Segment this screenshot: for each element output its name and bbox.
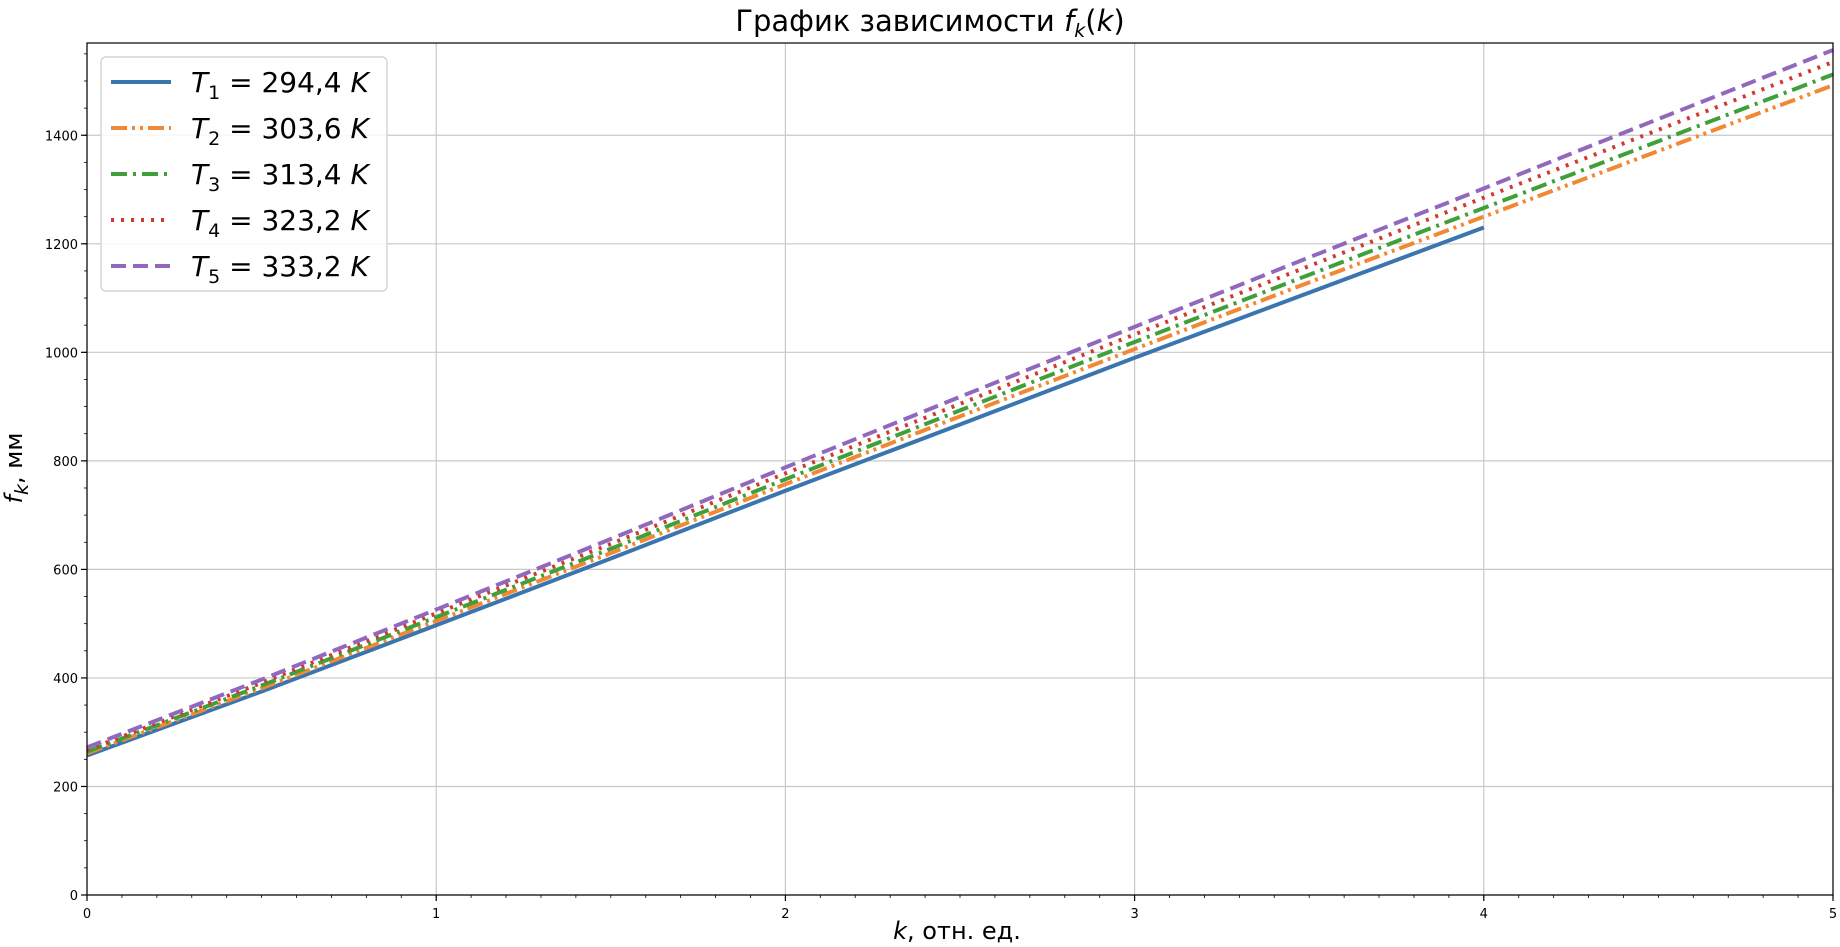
y-tick-label: 800 [53,455,78,470]
x-axis-title: k, отн. ед. [893,917,1021,945]
chart-title-close-paren: ) [1113,4,1124,38]
legend-label-t1: T1 = 294,4 K [191,66,372,104]
series-line-t5 [86,48,1834,750]
x-tick-label: 4 [1480,907,1488,922]
legend-label-t2: T2 = 303,6 K [191,112,372,150]
legend-label-symbol: T [191,250,210,283]
legend: T1 = 294,4 KT2 = 303,6 KT3 = 313,4 KT4 =… [100,56,388,292]
legend-label-subscript: 2 [208,128,220,150]
plot-frame [86,42,1834,896]
x-axis-title-text: , отн. ед. [907,917,1021,945]
y-tick-label: 1200 [45,238,78,253]
y-tick-label: 400 [53,672,78,687]
legend-label-t5: T5 = 333,2 K [191,250,372,288]
legend-label-t4: T4 = 323,2 K [191,204,372,242]
y-tick-label: 1400 [45,129,78,144]
y-tick-label: 1000 [45,346,78,361]
series-line-t1 [86,225,1485,758]
legend-label-symbol: T [191,158,210,191]
legend-label-subscript: 3 [208,174,220,196]
chart-title-open-paren: ( [1085,4,1096,38]
series-line-t2 [86,83,1834,756]
chart-title: График зависимости fk(k) [735,4,1124,42]
legend-label-unit: K [351,204,372,237]
chart-title-arg: k [1097,4,1115,38]
legend-label-unit: K [351,66,372,99]
legend-label-value: = 333,2 [220,250,350,283]
x-tick-label: 2 [781,907,789,922]
chart-title-subscript: k [1074,20,1086,42]
y-axis-title: fk, мм [0,433,33,504]
y-axis-title-text: , мм [0,433,28,484]
x-tick-label: 1 [432,907,440,922]
legend-label-value: = 303,6 [220,112,350,145]
legend-label-unit: K [351,250,372,283]
x-tick-label: 3 [1130,907,1138,922]
chart-title-prefix: График зависимости [735,4,1064,38]
legend-label-unit: K [351,158,372,191]
legend-label-subscript: 5 [208,266,220,288]
legend-box [100,56,388,292]
legend-label-symbol: T [191,112,210,145]
legend-label-t3: T3 = 313,4 K [191,158,372,196]
legend-label-value: = 294,4 [220,66,350,99]
x-tick-label: 5 [1829,907,1837,922]
legend-label-subscript: 4 [208,220,220,242]
series-line-t4 [86,60,1834,752]
legend-label-symbol: T [191,66,210,99]
axis-ticks: 0 1 2 3 4 5 0 200 400 600 800 1000 1200 1400 [45,129,1837,922]
series-layer [86,48,1834,758]
legend-label-symbol: T [191,204,210,237]
y-axis-title-subscript: k [11,483,33,495]
legend-label-subscript: 1 [208,82,220,104]
y-tick-label: 0 [70,889,78,904]
legend-label-unit: K [351,112,372,145]
legend-label-value: = 313,4 [220,158,350,191]
y-tick-label: 200 [53,780,78,795]
legend-label-value: = 323,2 [220,204,350,237]
x-axis-title-symbol: k [893,917,908,945]
series-line-t3 [86,72,1834,754]
x-tick-label: 0 [83,907,91,922]
y-tick-label: 600 [53,563,78,578]
